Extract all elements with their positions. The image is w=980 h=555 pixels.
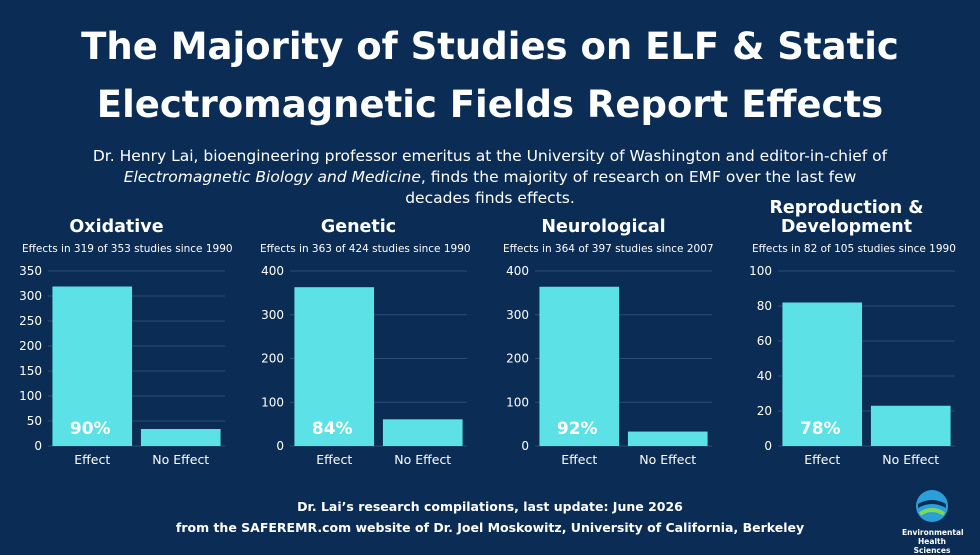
logo-icon (916, 490, 948, 522)
chart-subtitle: Effects in 363 of 424 studies since 1990 (260, 243, 471, 255)
bar (782, 302, 863, 446)
chart-subtitle: Effects in 319 of 353 studies since 1990 (22, 243, 233, 255)
bar (627, 431, 708, 446)
bar-annotation: 78% (800, 419, 841, 439)
bar (382, 419, 463, 446)
y-tick-label: 100 (506, 395, 529, 409)
bar (52, 286, 133, 446)
y-tick-label: 0 (521, 439, 529, 453)
x-tick-label: No Effect (394, 452, 451, 467)
chart-title: Genetic (320, 217, 397, 237)
bar (870, 405, 951, 446)
y-tick-label: 400 (261, 264, 284, 278)
x-tick-label: No Effect (639, 452, 696, 467)
title-line: Electromagnetic Fields Report Effects (96, 83, 884, 126)
y-tick-label: 100 (261, 395, 284, 409)
y-tick-label: 300 (261, 308, 284, 322)
y-tick-label: 100 (749, 264, 772, 278)
y-tick-label: 50 (27, 414, 42, 428)
y-tick-label: 250 (19, 314, 42, 328)
x-tick-label: Effect (561, 452, 597, 467)
footer-line: Dr. Lai’s research compilations, last up… (297, 499, 683, 514)
y-tick-label: 20 (757, 404, 772, 418)
x-tick-label: Effect (804, 452, 840, 467)
y-tick-label: 0 (764, 439, 772, 453)
y-tick-label: 0 (276, 439, 284, 453)
y-tick-label: 40 (757, 369, 772, 383)
y-tick-label: 100 (19, 389, 42, 403)
description-text: Dr. Henry Lai, bioengineering professor … (92, 147, 888, 165)
y-tick-label: 350 (19, 264, 42, 278)
x-tick-label: No Effect (152, 452, 209, 467)
journal-name: Electromagnetic Biology and Medicine (123, 168, 421, 186)
bar-annotation: 84% (312, 419, 353, 439)
chart-subtitle: Effects in 364 of 397 studies since 2007 (503, 243, 714, 255)
chart-title: Neurological (541, 217, 666, 237)
logo: Environmental Health Sciences (896, 488, 968, 555)
y-tick-label: 300 (506, 308, 529, 322)
x-tick-label: Effect (74, 452, 110, 467)
chart-title: Oxidative (69, 217, 164, 237)
page-title: The Majority of Studies on ELF & Static … (0, 18, 980, 134)
description-text: , finds the majority of research on EMF … (405, 168, 857, 207)
y-tick-label: 300 (19, 289, 42, 303)
y-tick-label: 150 (19, 364, 42, 378)
y-tick-label: 400 (506, 264, 529, 278)
x-tick-label: No Effect (882, 452, 939, 467)
chart-subtitle: Effects in 82 of 105 studies since 1990 (752, 243, 956, 255)
title-line: The Majority of Studies on ELF & Static (81, 25, 899, 68)
bar-annotation: 90% (70, 419, 111, 439)
bar (140, 429, 221, 446)
y-tick-label: 200 (261, 352, 284, 366)
description: Dr. Henry Lai, bioengineering professor … (90, 146, 890, 209)
y-tick-label: 200 (19, 339, 42, 353)
footer-line: from the SAFEREMR.com website of Dr. Joe… (175, 520, 805, 535)
y-tick-label: 200 (506, 352, 529, 366)
bar-annotation: 92% (557, 419, 598, 439)
x-tick-label: Effect (316, 452, 352, 467)
bar (539, 286, 620, 446)
bar (294, 287, 375, 446)
y-tick-label: 80 (757, 299, 772, 313)
chart-title: Reproduction & Development (769, 198, 924, 237)
footer: Dr. Lai’s research compilations, last up… (0, 496, 980, 538)
y-tick-label: 60 (757, 334, 772, 348)
y-tick-label: 0 (34, 439, 42, 453)
